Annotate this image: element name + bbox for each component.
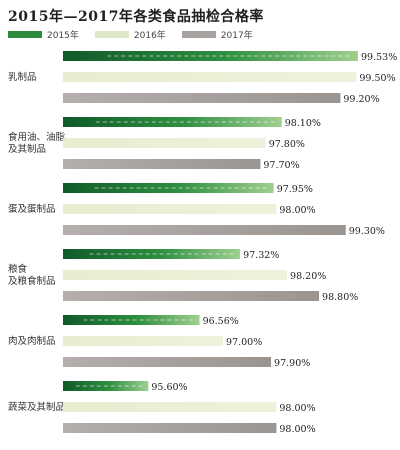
value-label-2015: 96.56% bbox=[203, 316, 239, 327]
legend-item-2015: 2015年 bbox=[8, 28, 79, 41]
category-label: 食用油、油脂及其制品 bbox=[8, 131, 66, 155]
bar-2016 bbox=[63, 270, 288, 280]
value-label-2017: 99.30% bbox=[349, 226, 385, 237]
category-label-line: 粮食 bbox=[8, 263, 28, 275]
bar-2015 bbox=[63, 249, 241, 259]
bar-2017 bbox=[63, 291, 320, 301]
bar-2015 bbox=[63, 117, 282, 127]
legend-swatch-2016 bbox=[94, 31, 129, 38]
bar-2017 bbox=[63, 93, 341, 103]
category-label: 粮食及粮食制品 bbox=[8, 263, 56, 287]
legend-label-2016: 2016年 bbox=[133, 31, 166, 41]
category-label: 蛋及蛋制品 bbox=[8, 203, 56, 215]
bar-2017 bbox=[63, 225, 346, 235]
legend-label-2017: 2017年 bbox=[220, 31, 253, 41]
chart-legend: 2015年 2016年 2017年 bbox=[8, 28, 253, 41]
value-label-2016: 98.00% bbox=[279, 403, 315, 414]
value-label-2017: 99.20% bbox=[343, 94, 379, 105]
value-label-2015: 97.95% bbox=[277, 184, 313, 195]
category-label: 肉及肉制品 bbox=[8, 335, 56, 347]
bar-2017 bbox=[63, 423, 277, 433]
category-label-line: 及其制品 bbox=[8, 143, 46, 155]
chart-title: 2015年—2017年各类食品抽检合格率 bbox=[8, 9, 264, 25]
legend-swatch-2015 bbox=[8, 31, 42, 38]
value-label-2016: 98.20% bbox=[290, 271, 326, 282]
value-label-2017: 98.80% bbox=[322, 292, 358, 303]
value-label-2017: 97.90% bbox=[274, 358, 310, 369]
legend-label-2015: 2015年 bbox=[47, 31, 79, 41]
category-label-line: 乳制品 bbox=[8, 71, 37, 83]
bar-2015 bbox=[63, 51, 358, 61]
category-label: 乳制品 bbox=[8, 71, 37, 83]
value-label-2015: 95.60% bbox=[151, 382, 187, 393]
bar-2015 bbox=[63, 315, 200, 325]
category-label-line: 蔬菜及其制品 bbox=[8, 401, 65, 413]
value-label-2015: 97.32% bbox=[243, 250, 279, 261]
bar-2016 bbox=[63, 402, 277, 412]
value-label-2017: 98.00% bbox=[279, 424, 315, 435]
category-label-line: 及粮食制品 bbox=[8, 275, 56, 287]
bar-2016 bbox=[63, 204, 277, 214]
value-label-2016: 97.00% bbox=[226, 337, 262, 348]
category-label-line: 肉及肉制品 bbox=[8, 335, 56, 347]
value-label-2016: 98.00% bbox=[279, 205, 315, 216]
category-label: 蔬菜及其制品 bbox=[8, 401, 65, 413]
legend-item-2016: 2016年 bbox=[94, 28, 166, 41]
value-label-2015: 99.53% bbox=[361, 52, 397, 63]
category-label-line: 蛋及蛋制品 bbox=[8, 203, 56, 215]
bar-2017 bbox=[63, 159, 261, 169]
category-label-line: 食用油、油脂 bbox=[8, 131, 66, 143]
value-label-2016: 97.80% bbox=[269, 139, 305, 150]
bar-2016 bbox=[63, 72, 357, 82]
value-label-2016: 99.50% bbox=[359, 73, 395, 84]
value-label-2015: 98.10% bbox=[285, 118, 321, 129]
value-label-2017: 97.70% bbox=[263, 160, 299, 171]
bar-2016 bbox=[63, 336, 224, 346]
legend-item-2017: 2017年 bbox=[181, 28, 253, 41]
bar-2017 bbox=[63, 357, 272, 367]
bar-2016 bbox=[63, 138, 266, 148]
legend-swatch-2017 bbox=[181, 31, 216, 38]
